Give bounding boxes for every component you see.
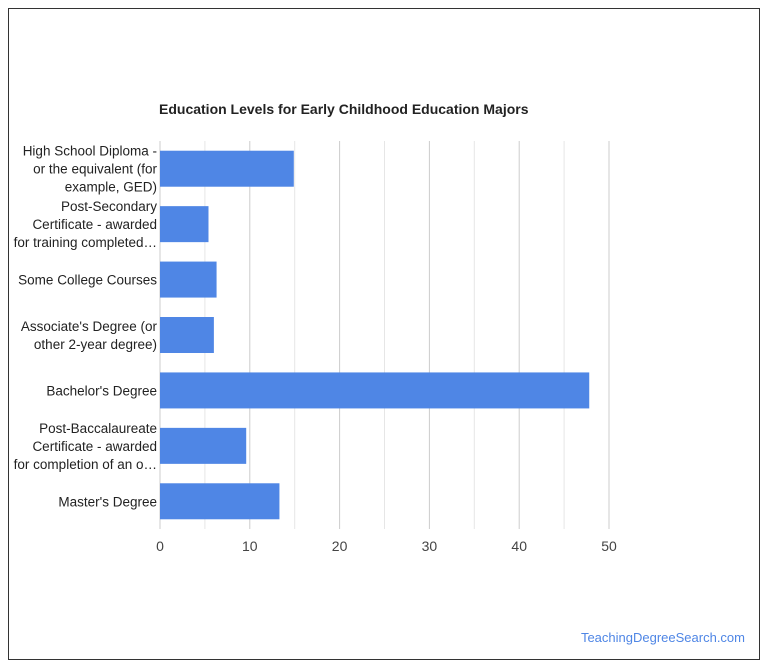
source-link[interactable]: TeachingDegreeSearch.com (580, 630, 745, 645)
category-label-line: Associate's Degree (or (21, 319, 158, 334)
category-label-0: High School Diploma - or the equivalent (… (23, 144, 158, 195)
category-label-line: other 2-year degree) (34, 337, 157, 352)
bar-2 (160, 261, 217, 298)
category-label-line: for training completed… (14, 235, 157, 250)
x-tick-label: 0 (156, 538, 164, 554)
x-tick-labels: 0 10 20 30 40 50 (156, 538, 617, 554)
category-label-1: Post-Secondary Certificate - awarded for t… (14, 199, 158, 250)
bar-chart: Education Levels for Early Childhood Edu… (14, 101, 617, 554)
category-label-line: Certificate - awarded (32, 217, 157, 232)
category-label-line: Post-Baccalaureate (39, 421, 157, 436)
x-tick-label: 40 (511, 538, 527, 554)
category-label-line: Bachelor's Degree (46, 383, 157, 398)
bar-4 (160, 372, 590, 409)
bar-0 (160, 150, 294, 187)
grid-lines (159, 141, 610, 529)
x-tick-label: 50 (601, 538, 617, 554)
x-tick-label: 30 (422, 538, 438, 554)
category-labels: High School Diploma - or the equivalent (… (14, 144, 158, 510)
category-label-2: Some College Courses (18, 273, 157, 288)
chart-title: Education Levels for Early Childhood Edu… (159, 101, 529, 117)
bar-3 (160, 317, 214, 353)
category-label-5: Post-Baccalaureate Certificate - awarded f… (14, 421, 157, 472)
bar-1 (160, 206, 209, 243)
category-label-line: Master's Degree (58, 494, 157, 509)
chart-frame: Education Levels for Early Childhood Edu… (8, 8, 760, 660)
category-label-line: Some College Courses (18, 273, 157, 288)
x-tick-label: 10 (242, 538, 258, 554)
category-label-line: Certificate - awarded (32, 439, 157, 454)
category-label-line: High School Diploma - (23, 144, 157, 159)
category-label-4: Bachelor's Degree (46, 383, 157, 398)
bar-6 (160, 483, 280, 520)
category-label-line: for completion of an o… (14, 457, 157, 472)
category-label-6: Master's Degree (58, 494, 157, 509)
bar-5 (160, 427, 247, 464)
category-label-line: Post-Secondary (61, 199, 157, 214)
x-tick-label: 20 (332, 538, 348, 554)
category-label-line: example, GED) (65, 180, 157, 195)
category-label-3: Associate's Degree (or other 2-year degre… (21, 319, 158, 352)
category-label-line: or the equivalent (for (33, 162, 157, 177)
bars (160, 150, 590, 520)
